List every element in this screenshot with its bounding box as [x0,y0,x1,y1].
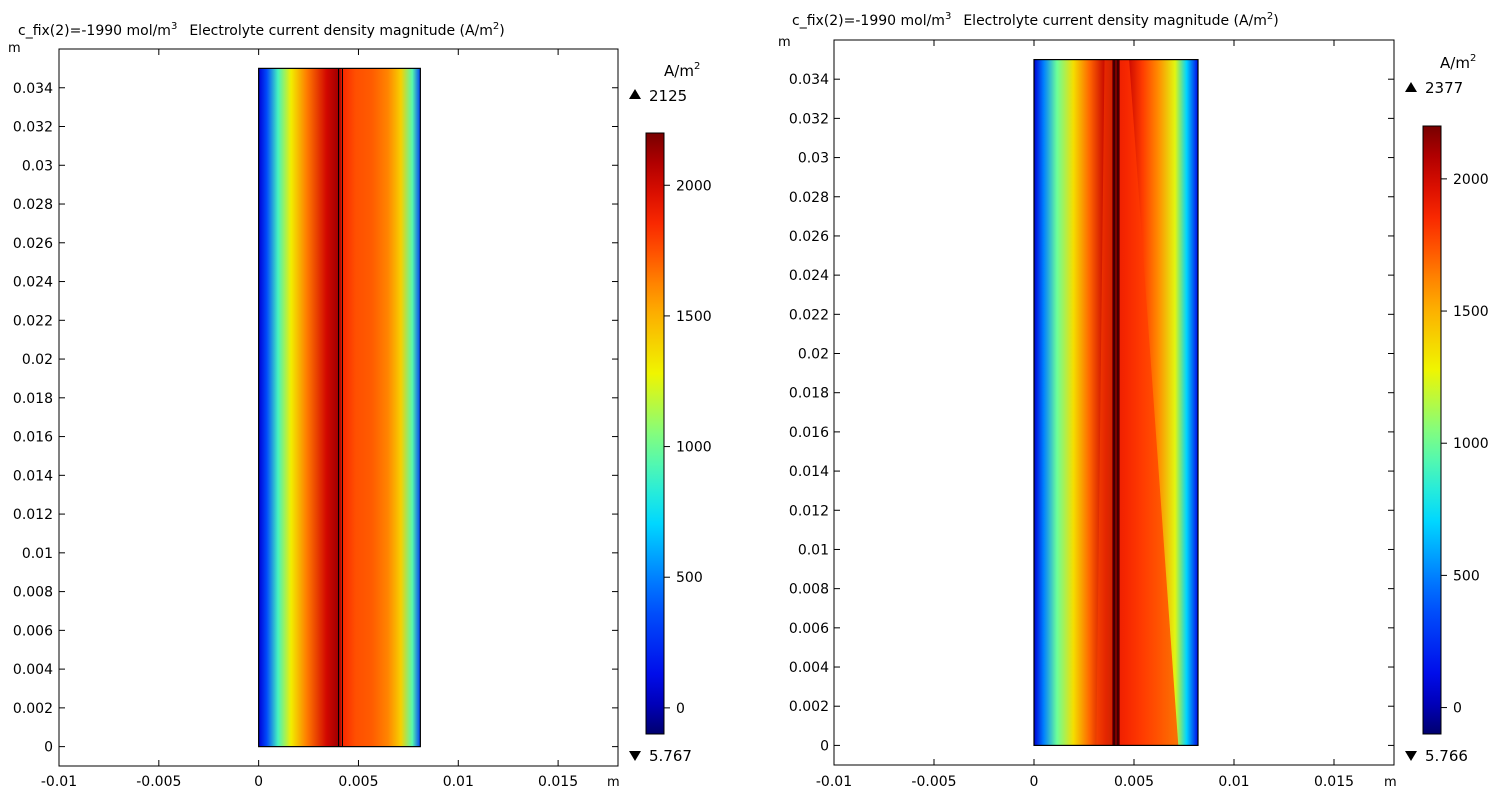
y-axis-unit-1: m [8,41,21,56]
y-tick-label: 0.026 [13,236,53,252]
y-tick-label: 0.022 [789,307,829,323]
y-tick-label: 0.006 [789,621,829,637]
y-tick-label: 0.018 [789,386,829,402]
colorbar-tick-label: 1000 [1453,436,1489,452]
colorbar-min-label-2: 5.766 [1425,747,1468,765]
colorbar-max-label-2: 2377 [1425,79,1463,97]
colorbar-tick-label: 2000 [676,178,712,194]
y-tick-label: 0.016 [789,425,829,441]
x-axis-unit-2: m [1384,775,1397,790]
y-tick-label: 0.012 [789,503,829,519]
heatmap-hot-region [1120,59,1179,746]
heatmap-domain [1034,59,1198,746]
domain-outline [1033,58,1199,747]
x-tick-label: 0.005 [338,774,378,790]
colorbar-1: 0 500 1000 1500 2000 [645,132,712,735]
x-tick-label: -0.005 [911,774,956,790]
domain-outline [258,67,421,748]
max-marker-icon-1 [629,89,641,99]
x-tick-label: 0.01 [1218,774,1249,790]
x-tick-label: -0.01 [41,774,77,790]
colorbar-scale [645,132,665,735]
heatmap-field-1 [258,67,421,748]
y-tick-label: 0.012 [13,507,53,523]
colorbar-scale [1422,125,1442,735]
y-tick-label: 0.024 [13,275,53,291]
y-tick-label: 0.028 [789,190,829,206]
colorbar-tick-label: 1500 [676,309,712,325]
y-tick-label: 0.028 [13,197,53,213]
chart-title-2: c_fix(2)=-1990 mol/m3 Electrolyte current… [792,11,1279,29]
colorbar-2: 0 500 1000 1500 2000 [1422,125,1489,735]
y-tick-label: 0.026 [789,229,829,245]
y-tick-label: 0.014 [789,464,829,480]
chart-panel-2: c_fix(2)=-1990 mol/m3 Electrolyte current… [778,11,1489,790]
min-marker-icon-2 [1405,751,1417,761]
y-tick-label: 0.02 [798,347,829,363]
plot-frame-2 [833,39,1395,766]
y-tick-label: 0.014 [13,468,53,484]
y-axis-unit-2: m [778,35,791,50]
colorbar-tick-label: 500 [676,570,703,586]
colorbar-tick-label: 0 [676,701,685,717]
chart-title-1: c_fix(2)=-1990 mol/m3 Electrolyte current… [18,21,505,39]
y-tick-label: 0.02 [22,352,53,368]
min-marker-icon-1 [629,751,641,761]
y-tick-label: 0.024 [789,268,829,284]
y-tick-label: 0.002 [13,701,53,717]
y-tick-label: 0.004 [13,662,53,678]
x-tick-label: 0.015 [1314,774,1354,790]
y-tick-label: 0.002 [789,699,829,715]
colorbar-tick-label: 1500 [1453,304,1489,320]
x-tick-label: -0.005 [136,774,181,790]
colorbar-unit-1: A/m2 [664,61,700,80]
heatmap-field-2 [1033,58,1199,747]
x-tick-label: 0.005 [1114,774,1154,790]
colorbar-max-label-1: 2125 [649,87,687,105]
x-axis-unit-1: m [607,775,620,790]
y-tick-label: 0 [820,738,829,754]
y-tick-label: 0.01 [798,542,829,558]
y-tick-label: 0.034 [13,81,53,97]
colorbar-tick-label: 1000 [676,440,712,456]
colorbar-unit-2: A/m2 [1440,53,1476,72]
colorbar-tick-label: 0 [1453,701,1462,717]
chart-panel-1: c_fix(2)=-1990 mol/m3 Electrolyte current… [8,21,712,790]
y-tick-label: 0 [44,740,53,756]
x-tick-label: 0.01 [443,774,474,790]
x-tick-label: 0 [1030,774,1039,790]
y-tick-label: 0.018 [13,391,53,407]
axes-2: -0.01 -0.005 0 0.005 0.01 0.015 0 0.002 0.004 0.0… [789,40,1394,790]
heatmap-hot-region [1096,59,1112,746]
y-tick-label: 0.016 [13,430,53,446]
y-tick-label: 0.022 [13,313,53,329]
max-marker-icon-2 [1405,82,1417,92]
y-tick-label: 0.008 [789,582,829,598]
x-tick-label: 0 [254,774,263,790]
y-tick-label: 0.032 [13,120,53,136]
y-tick-label: 0.006 [13,623,53,639]
colorbar-tick-label: 500 [1453,568,1480,584]
x-tick-label: -0.01 [816,774,852,790]
x-tick-label: 0.015 [538,774,578,790]
axes-1: -0.01 -0.005 0 0.005 0.01 0.015 0 0.002 0.004 0.0… [13,49,618,790]
y-tick-label: 0.034 [789,72,829,88]
y-tick-label: 0.03 [22,158,53,174]
y-tick-label: 0.004 [789,660,829,676]
colorbar-tick-label: 2000 [1453,172,1489,188]
y-tick-label: 0.032 [789,111,829,127]
heatmap-domain [258,68,421,747]
y-tick-label: 0.03 [798,151,829,167]
colorbar-min-label-1: 5.767 [649,747,692,765]
plot-frame-1 [58,48,619,767]
y-tick-label: 0.008 [13,585,53,601]
y-tick-label: 0.01 [22,546,53,562]
